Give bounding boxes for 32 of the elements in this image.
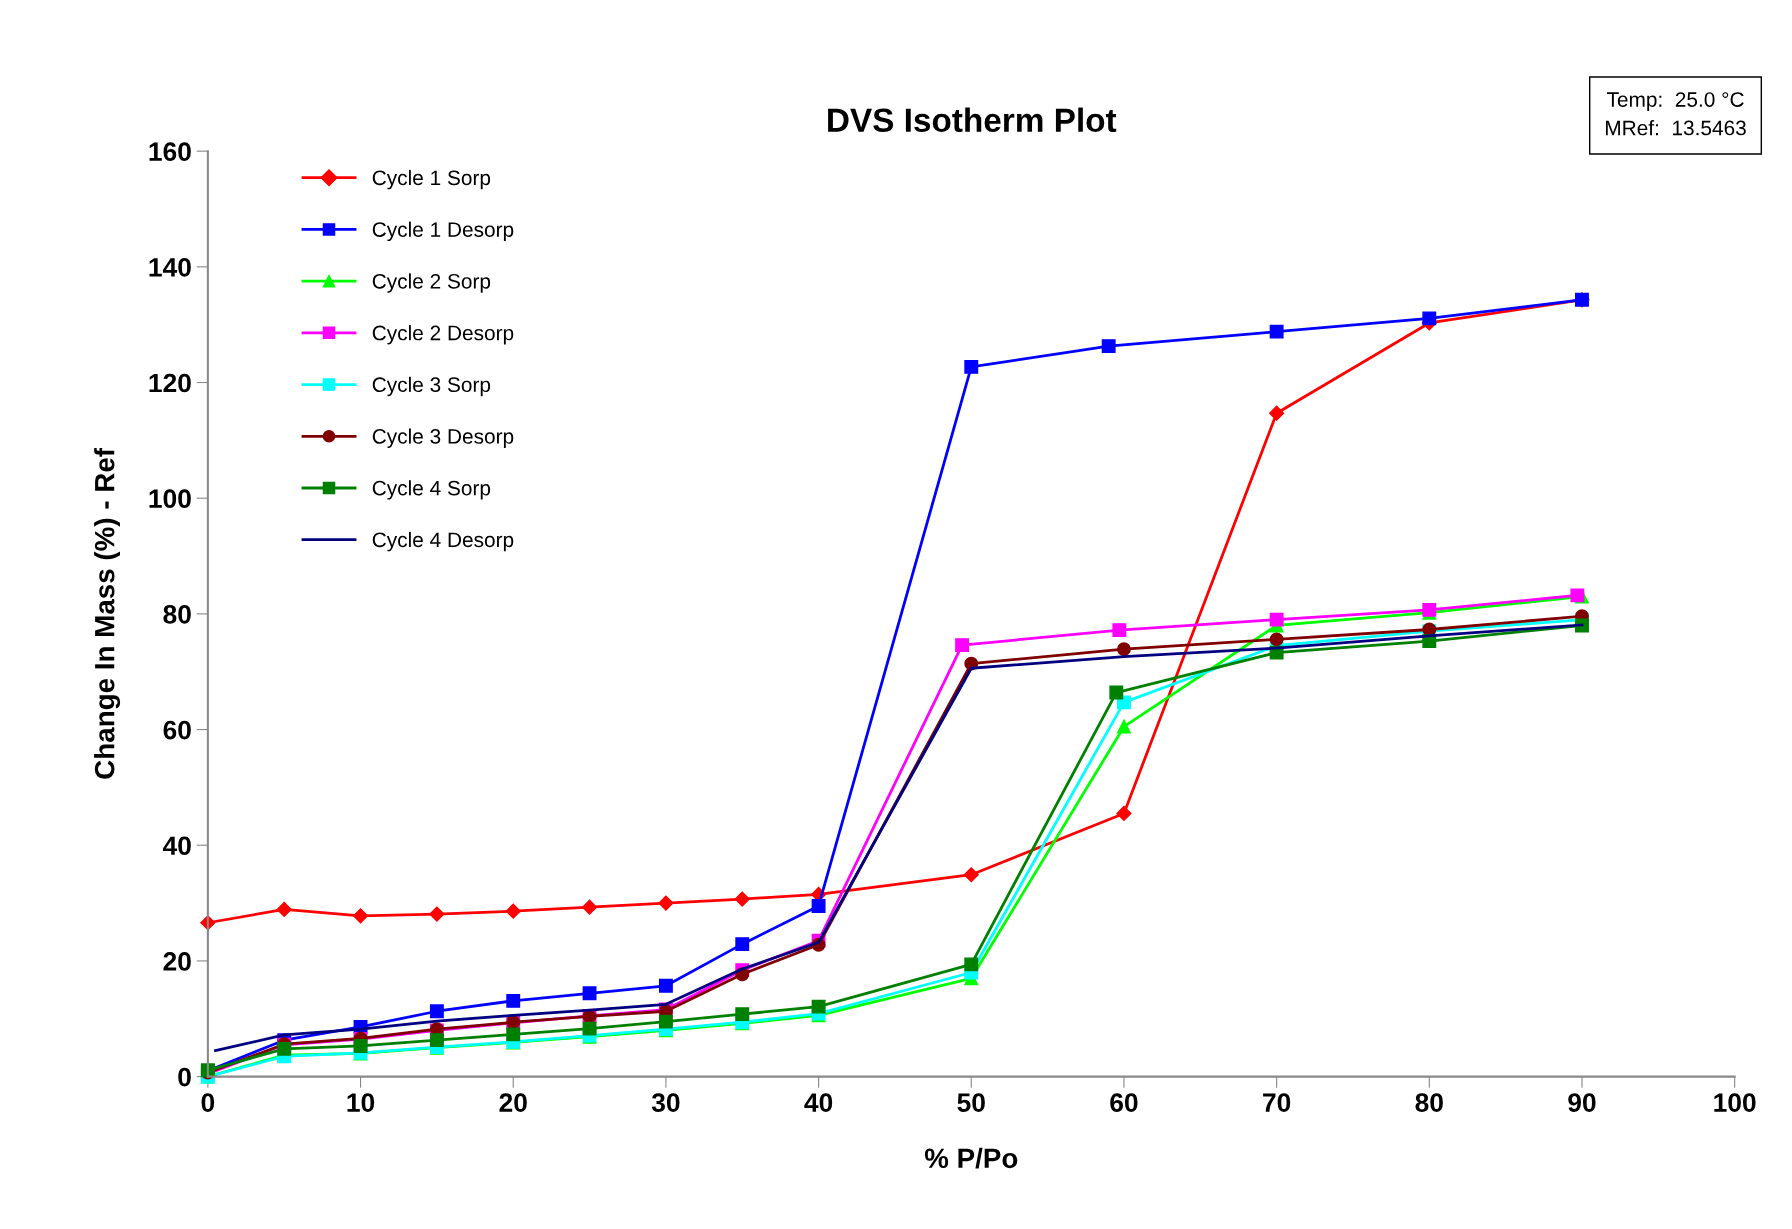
x-tick-label: 70 — [1263, 1093, 1291, 1112]
y-tick-label: 0 — [178, 1067, 191, 1087]
legend-label: Cycle 2 Desorp — [372, 325, 514, 345]
y-tick-label: 120 — [149, 373, 191, 393]
x-tick-label: 0 — [201, 1093, 215, 1112]
legend-label: Cycle 1 Sorp — [372, 169, 491, 190]
legend-label: Cycle 3 Desorp — [372, 428, 514, 448]
y-tick-label: 60 — [163, 720, 191, 740]
y-tick-label: 140 — [149, 257, 191, 277]
y-tick-label: 40 — [162, 836, 191, 856]
x-tick-label: 80 — [1415, 1093, 1443, 1112]
legend-label: Cycle 2 Sorp — [372, 273, 491, 293]
x-axis-title: % P/Po — [924, 1147, 1018, 1169]
x-tick-label: 60 — [1110, 1093, 1138, 1112]
x-tick-label: 90 — [1568, 1093, 1596, 1112]
legend-label: Cycle 4 Desorp — [372, 531, 514, 552]
y-axis-title: Change In Mass (%) - Ref — [94, 447, 121, 779]
legend-label: Cycle 4 Sorp — [372, 480, 491, 500]
x-tick-label: 50 — [957, 1093, 985, 1112]
x-tick-label: 30 — [651, 1093, 680, 1112]
x-tick-label: 20 — [499, 1093, 527, 1112]
x-tick-label: 100 — [1714, 1093, 1756, 1112]
y-tick-label: 80 — [163, 605, 191, 624]
text: Temp: 25.0 °C MRef: 13.5463 — [1606, 92, 1746, 136]
x-tick-label: 10 — [347, 1093, 375, 1112]
y-tick-label: 20 — [163, 952, 191, 971]
y-tick-label: 160 — [149, 142, 191, 161]
y-tick-label: 100 — [149, 489, 191, 509]
chart-title: DVS Isotherm Plot — [828, 107, 1117, 133]
legend-label: Cycle 3 Sorp — [372, 376, 491, 397]
legend-label: Cycle 1 Desorp — [372, 221, 514, 242]
x-tick-label: 40 — [804, 1093, 833, 1112]
